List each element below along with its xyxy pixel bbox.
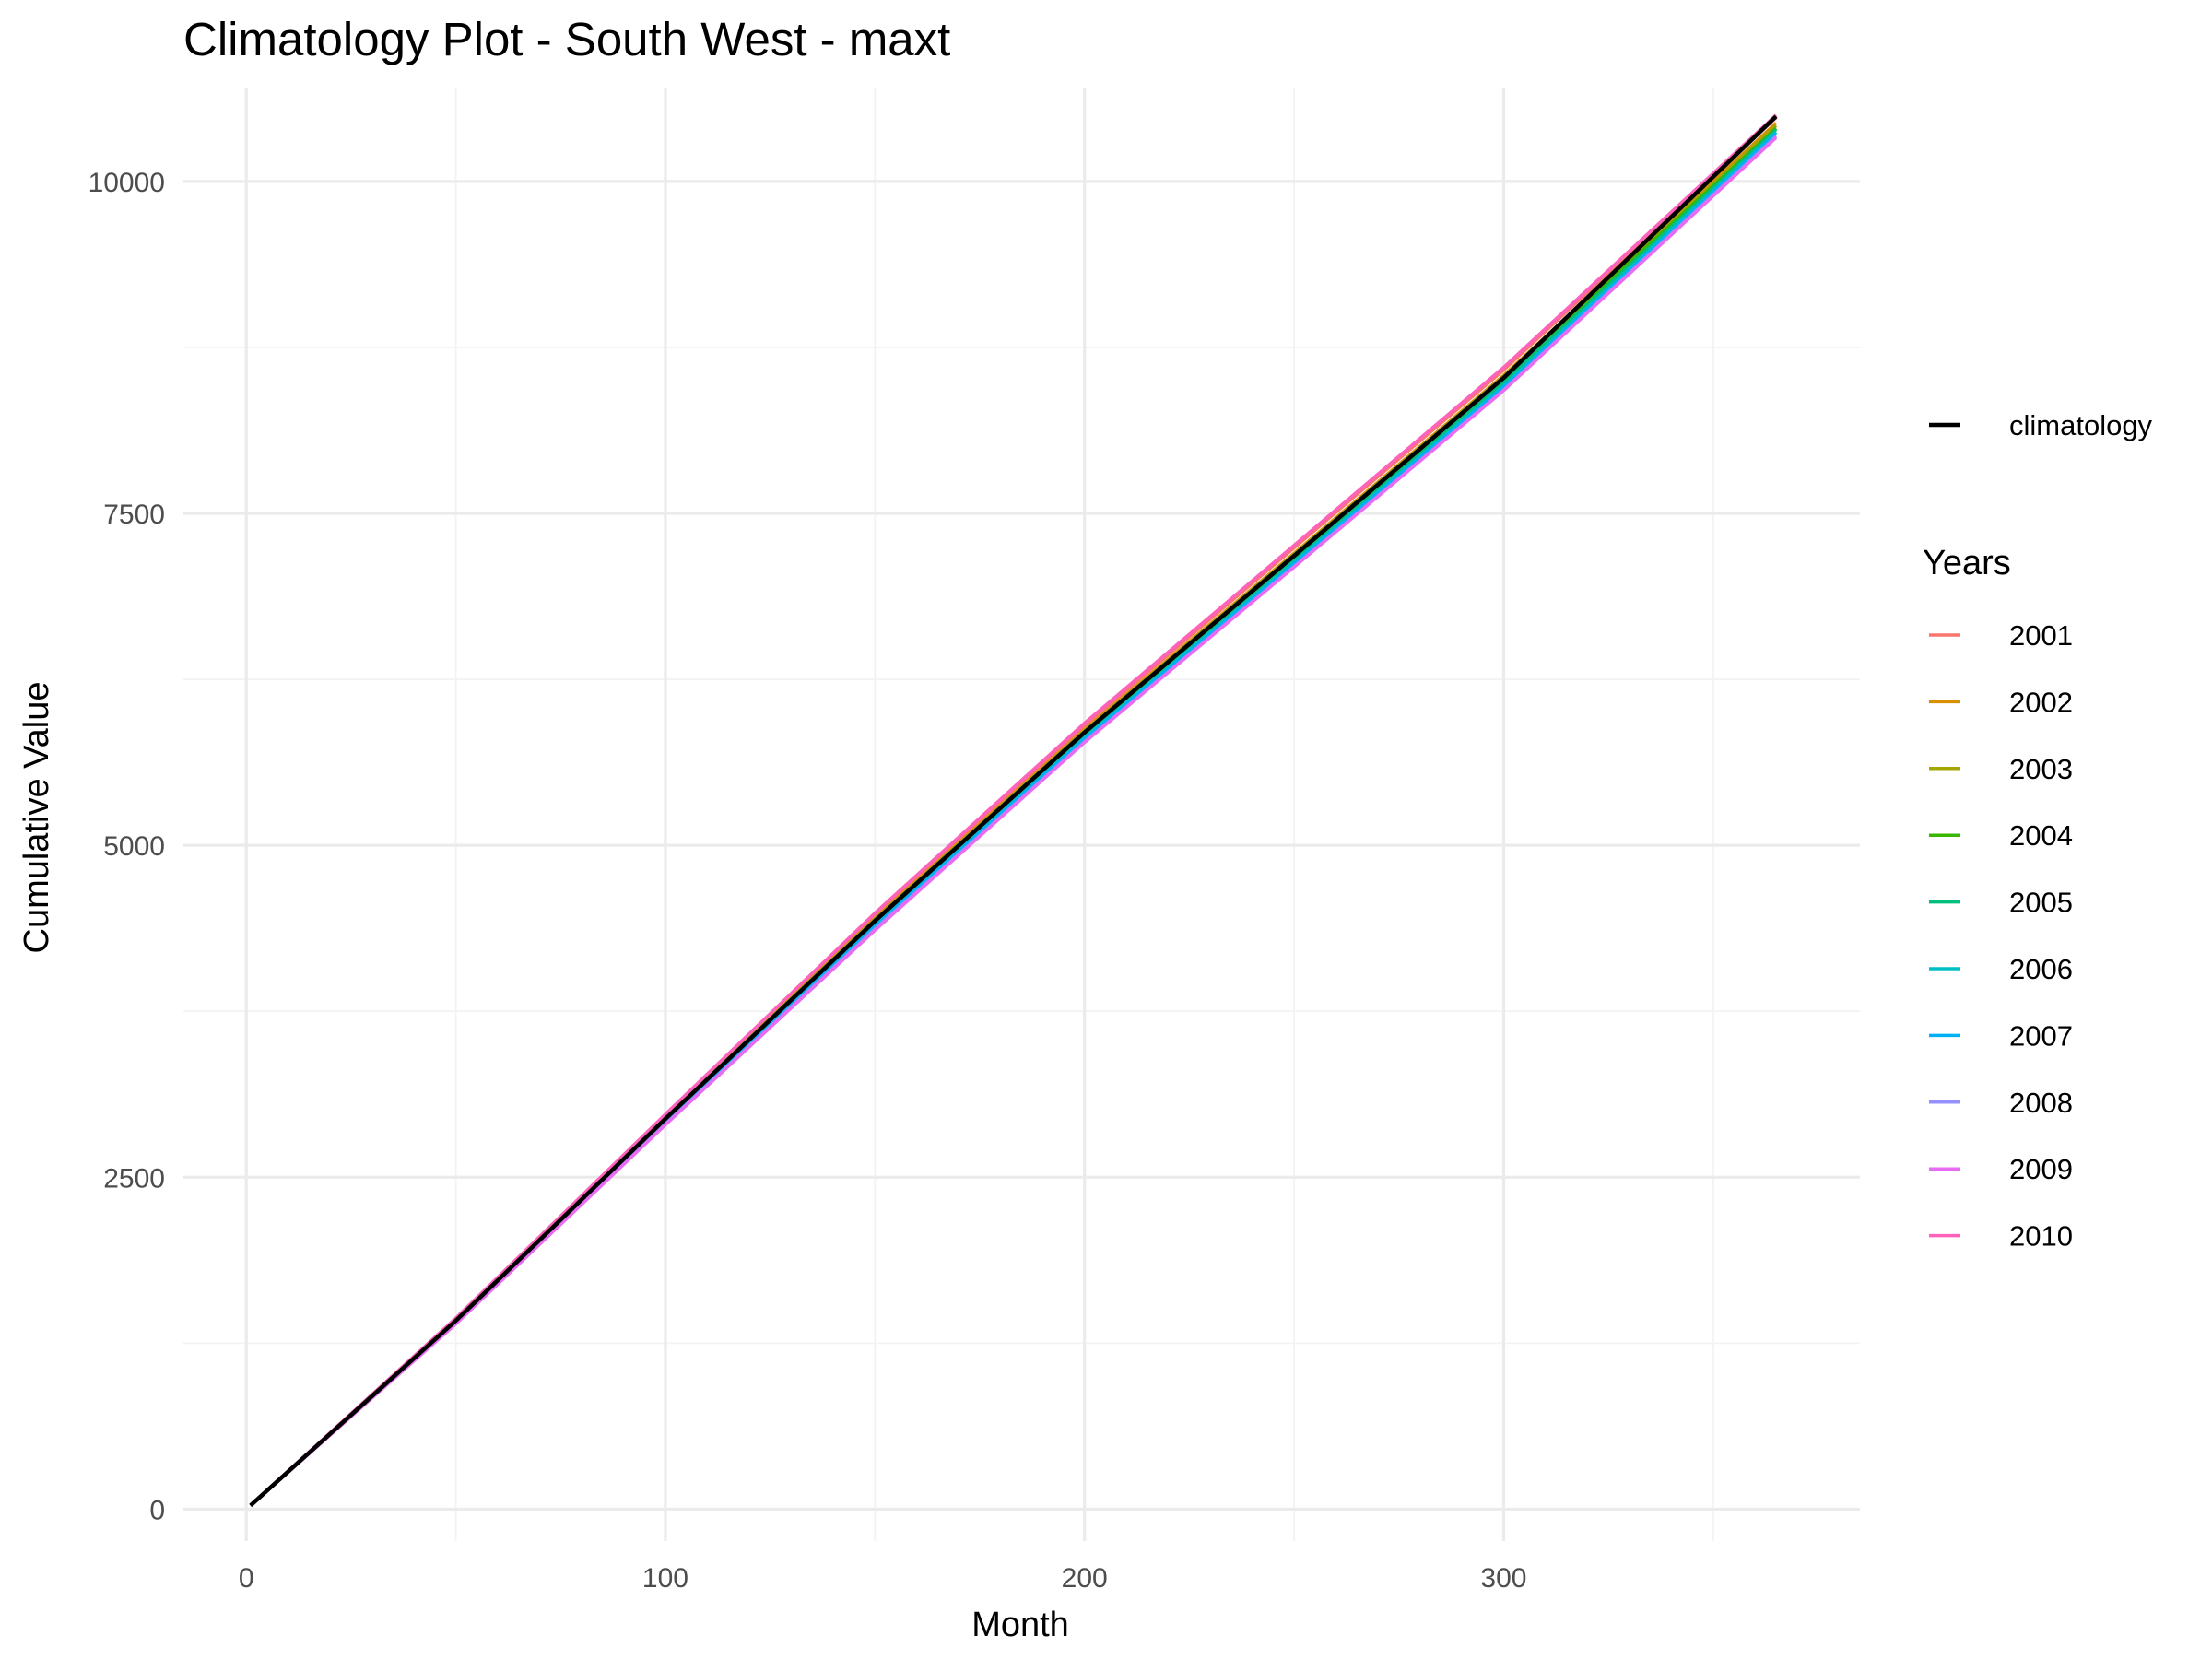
- axes: 0 100 200 300 0 2500 5000 7500 10000: [88, 168, 1527, 1594]
- legend: climatology Years 2001200220032004200520…: [1923, 409, 2153, 1253]
- x-tick-label: 100: [642, 1563, 688, 1594]
- series-line-2009: [249, 136, 1778, 1507]
- legend-label-climatology: climatology: [2009, 409, 2153, 441]
- legend-label-2010: 2010: [2009, 1220, 2073, 1253]
- y-tick-label: 2500: [103, 1163, 165, 1194]
- y-tick-label: 5000: [103, 831, 165, 862]
- y-axis-title: Cumulative Value: [18, 681, 56, 953]
- legend-label-2008: 2008: [2009, 1087, 2073, 1119]
- legend-label-2009: 2009: [2009, 1153, 2073, 1185]
- legend-label-2003: 2003: [2009, 753, 2073, 785]
- x-tick-label: 200: [1062, 1563, 1108, 1594]
- series-line-2010: [249, 113, 1778, 1507]
- x-tick-label: 300: [1480, 1563, 1526, 1594]
- legend-label-2004: 2004: [2009, 819, 2073, 852]
- legend-label-2005: 2005: [2009, 887, 2073, 919]
- legend-items: 2001 2002 2003 2004 2005 2006 2007 2008 2009 2010: [1929, 619, 2073, 1253]
- x-tick-label: 0: [239, 1563, 254, 1594]
- legend-label-2001: 2001: [2009, 619, 2073, 652]
- chart-title: Climatology Plot - South West - maxt: [183, 13, 950, 65]
- x-axis-title: Month: [971, 1606, 1069, 1644]
- series-lines: [249, 113, 1778, 1508]
- y-tick-label: 10000: [88, 168, 165, 198]
- series-line-climatology: [249, 114, 1778, 1508]
- grid: [183, 88, 1860, 1541]
- y-tick-label: 0: [149, 1495, 165, 1525]
- legend-label-2006: 2006: [2009, 953, 2073, 985]
- legend-label-2007: 2007: [2009, 1019, 2073, 1052]
- y-tick-label: 7500: [103, 500, 165, 530]
- legend-title: Years: [1923, 544, 2011, 582]
- legend-label-2002: 2002: [2009, 686, 2073, 718]
